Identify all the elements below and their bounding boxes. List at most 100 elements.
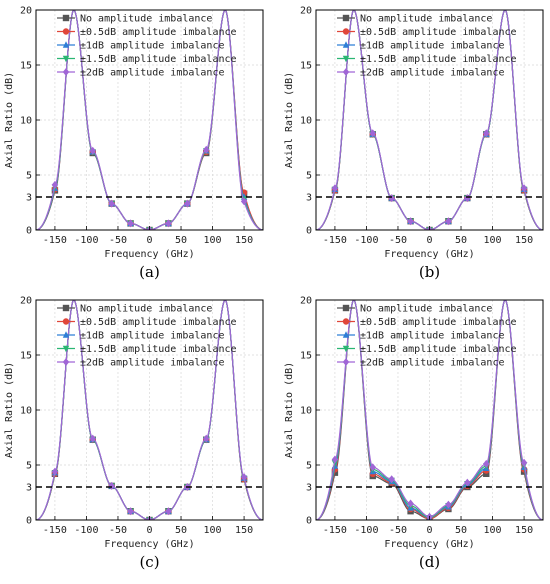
x-tick-label: 50 bbox=[455, 235, 467, 246]
data-point bbox=[369, 463, 376, 472]
data-point bbox=[165, 507, 172, 516]
legend-label: ±1dB amplitude imbalance bbox=[360, 41, 505, 52]
y-axis-label: Axial Ratio (dB) bbox=[284, 362, 295, 458]
y-tick-label: 5 bbox=[26, 171, 32, 182]
data-point bbox=[108, 199, 115, 208]
y-axis-label: Axial Ratio (dB) bbox=[4, 362, 15, 458]
legend-marker bbox=[342, 304, 350, 312]
x-tick-label: -100 bbox=[74, 525, 98, 536]
x-axis-label: Frequency (GHz) bbox=[384, 249, 474, 260]
y-tick-label: 5 bbox=[306, 461, 312, 472]
legend: No amplitude imbalance ±0.5dB amplitude i… bbox=[57, 14, 237, 79]
x-tick-label: -150 bbox=[323, 525, 347, 536]
x-axis-label: Frequency (GHz) bbox=[104, 249, 194, 260]
data-point bbox=[165, 219, 172, 228]
legend-marker bbox=[342, 331, 350, 338]
legend-label: No amplitude imbalance bbox=[80, 304, 212, 315]
legend-marker bbox=[342, 358, 350, 366]
data-point bbox=[203, 145, 210, 154]
x-tick-label: 100 bbox=[484, 235, 502, 246]
y-axis-label: Axial Ratio (dB) bbox=[4, 72, 15, 168]
panel-label: (b) bbox=[419, 263, 440, 281]
y-tick-label: 5 bbox=[306, 171, 312, 182]
data-point bbox=[407, 499, 414, 508]
legend-marker bbox=[342, 55, 350, 63]
x-tick-label: 150 bbox=[515, 525, 533, 536]
legend-marker bbox=[62, 55, 70, 63]
chart-panel-2: -150 -100 -50 0 50 100 150 0 3 5 10 15 20 Frequency (… bbox=[284, 6, 544, 281]
x-tick-label: 150 bbox=[235, 525, 253, 536]
legend-marker bbox=[342, 28, 350, 35]
y-tick-label: 5 bbox=[26, 461, 32, 472]
legend-label: No amplitude imbalance bbox=[360, 304, 492, 315]
y-tick-label: 0 bbox=[26, 516, 32, 527]
data-point bbox=[108, 481, 115, 490]
y-tick-label: 0 bbox=[306, 226, 312, 237]
legend-marker bbox=[62, 28, 70, 35]
data-point bbox=[127, 507, 134, 516]
x-tick-label: -150 bbox=[323, 235, 347, 246]
legend-label: No amplitude imbalance bbox=[360, 14, 492, 25]
y-tick-label: 10 bbox=[300, 406, 312, 417]
legend-label: ±1.5dB amplitude imbalance bbox=[80, 54, 237, 65]
x-tick-label: -150 bbox=[43, 235, 67, 246]
y-tick-label: 3 bbox=[26, 483, 32, 494]
y-tick-label: 20 bbox=[300, 296, 312, 307]
chart-panel-4: -150 -100 -50 0 50 100 150 0 3 5 10 15 20 Frequency (… bbox=[284, 296, 544, 571]
chart-panel-3: -150 -100 -50 0 50 100 150 0 3 5 10 15 20 Frequency (… bbox=[4, 296, 264, 571]
data-point bbox=[127, 219, 134, 228]
x-tick-label: 100 bbox=[204, 525, 222, 536]
legend-label: ±2dB amplitude imbalance bbox=[80, 68, 225, 79]
data-point bbox=[203, 434, 210, 443]
y-tick-label: 0 bbox=[306, 516, 312, 527]
x-tick-label: 50 bbox=[175, 525, 187, 536]
x-tick-label: 0 bbox=[426, 525, 432, 536]
legend-marker bbox=[62, 304, 70, 312]
data-point bbox=[445, 217, 452, 226]
x-tick-label: 0 bbox=[146, 525, 152, 536]
x-tick-label: 50 bbox=[455, 525, 467, 536]
x-tick-label: 150 bbox=[515, 235, 533, 246]
x-tick-label: 0 bbox=[146, 235, 152, 246]
legend-marker bbox=[342, 68, 350, 76]
data-point bbox=[331, 184, 339, 193]
legend-label: ±2dB amplitude imbalance bbox=[360, 68, 505, 79]
x-tick-label: -50 bbox=[389, 235, 407, 246]
series-line-3 bbox=[36, 300, 263, 520]
x-tick-label: -50 bbox=[109, 525, 127, 536]
panel-label: (a) bbox=[139, 263, 160, 281]
series-line-1 bbox=[316, 300, 543, 520]
data-point bbox=[89, 146, 96, 155]
legend: No amplitude imbalance ±0.5dB amplitude i… bbox=[337, 304, 517, 369]
data-point bbox=[388, 194, 395, 203]
legend-label: ±1dB amplitude imbalance bbox=[360, 331, 505, 342]
data-point bbox=[184, 199, 191, 208]
x-tick-label: 150 bbox=[235, 235, 253, 246]
legend-marker bbox=[342, 345, 350, 353]
y-tick-label: 15 bbox=[300, 61, 312, 72]
data-point bbox=[51, 180, 59, 189]
data-point bbox=[51, 467, 59, 476]
legend-label: ±0.5dB amplitude imbalance bbox=[80, 317, 237, 328]
y-tick-label: 20 bbox=[20, 296, 32, 307]
series-group bbox=[36, 10, 263, 230]
y-tick-label: 15 bbox=[20, 61, 32, 72]
data-point bbox=[445, 500, 452, 509]
legend-marker bbox=[62, 318, 70, 325]
y-tick-label: 3 bbox=[306, 483, 312, 494]
data-point bbox=[240, 473, 248, 482]
x-tick-label: -100 bbox=[354, 525, 378, 536]
x-tick-label: 100 bbox=[484, 525, 502, 536]
legend-label: ±0.5dB amplitude imbalance bbox=[360, 27, 517, 38]
y-tick-label: 10 bbox=[20, 406, 32, 417]
data-point bbox=[464, 194, 471, 203]
x-tick-label: -50 bbox=[109, 235, 127, 246]
legend-marker bbox=[62, 345, 70, 353]
data-point bbox=[388, 475, 395, 484]
series-line-1 bbox=[36, 300, 263, 520]
data-point bbox=[483, 129, 490, 138]
data-point bbox=[369, 129, 376, 138]
x-tick-label: -100 bbox=[354, 235, 378, 246]
data-point bbox=[331, 469, 339, 476]
